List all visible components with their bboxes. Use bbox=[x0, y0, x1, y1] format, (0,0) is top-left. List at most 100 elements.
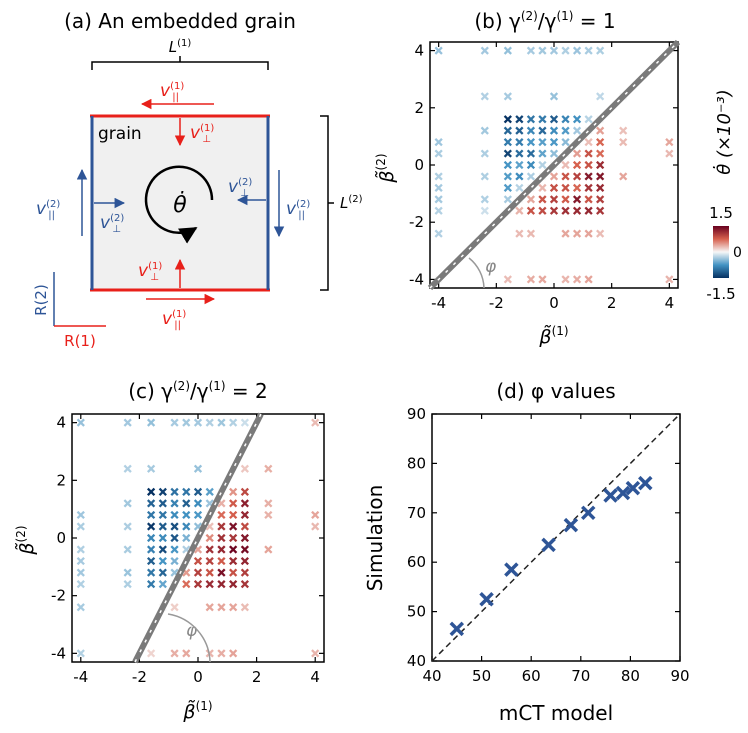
panel-b-point bbox=[561, 195, 570, 204]
panel-c-point bbox=[264, 464, 273, 473]
panel-b-point bbox=[596, 92, 605, 101]
panel-c-point bbox=[158, 545, 167, 554]
panel-c-point bbox=[205, 545, 214, 554]
panel-c-angle-label: φ bbox=[186, 621, 198, 641]
panel-c-point bbox=[182, 510, 191, 520]
panel-b-point bbox=[572, 149, 582, 158]
panel-b-point bbox=[561, 229, 570, 238]
panel-b-point bbox=[572, 160, 582, 170]
panel-b-point bbox=[503, 172, 512, 181]
panel-c-point bbox=[76, 580, 85, 589]
panel-b-angle-label: φ bbox=[485, 257, 497, 277]
panel-b-point bbox=[584, 172, 593, 181]
panel-b-angle-arc bbox=[468, 257, 485, 289]
panel-b-point bbox=[538, 46, 547, 55]
panel-c-point bbox=[76, 510, 85, 520]
panel-b-point bbox=[584, 206, 593, 215]
panel-c-diagonal-line bbox=[132, 412, 264, 664]
theta-dot-label: θ̇ bbox=[173, 191, 187, 218]
panel-b-ytick-label: 2 bbox=[414, 99, 424, 117]
panel-b-point bbox=[584, 160, 593, 170]
panel-b-point bbox=[561, 275, 570, 284]
panel-c-point bbox=[170, 556, 179, 566]
panel-b-point bbox=[596, 138, 605, 147]
panel-b-ytick-label: 4 bbox=[414, 42, 424, 60]
panel-b-xtick-label: -4 bbox=[431, 294, 446, 312]
panel-b-point bbox=[572, 172, 582, 181]
panel-d-ytick-label: 50 bbox=[407, 603, 426, 621]
panel-c-point bbox=[229, 487, 238, 496]
panel-b-xlabel: β̃(1) bbox=[538, 324, 568, 348]
panel-b-point bbox=[526, 46, 536, 55]
panel-c-point bbox=[170, 533, 179, 543]
panel-c-point bbox=[240, 568, 249, 577]
panel-b-point bbox=[549, 195, 559, 204]
panel-c-ylabel: β̃(2) bbox=[14, 525, 38, 555]
panel-b-point bbox=[515, 126, 524, 135]
panel-c-point bbox=[123, 464, 132, 473]
panel-c-point bbox=[205, 603, 214, 612]
panel-b-point bbox=[665, 275, 674, 284]
panel-b-point bbox=[596, 229, 605, 238]
panel-b-point bbox=[538, 115, 547, 124]
panel-c-point bbox=[76, 556, 85, 566]
panel-c-point bbox=[170, 487, 179, 496]
panel-c-point bbox=[147, 556, 156, 566]
panel-b-point bbox=[480, 126, 489, 135]
panel-c-point bbox=[123, 499, 132, 508]
panel-c-point bbox=[147, 545, 156, 554]
panel-d-point bbox=[449, 621, 465, 637]
panel-c-point bbox=[76, 568, 85, 577]
panel-b-point bbox=[434, 138, 443, 147]
panel-b-point bbox=[561, 115, 570, 124]
panel-b-point bbox=[515, 160, 524, 170]
panel-b-xtick-label: 4 bbox=[665, 294, 675, 312]
panel-c-point bbox=[205, 533, 214, 543]
panel-c-point bbox=[182, 533, 191, 543]
panel-d-xlabel: mCT model bbox=[499, 701, 613, 725]
panel-b-point bbox=[572, 229, 582, 238]
panel-c-xtick-label: 4 bbox=[310, 668, 320, 686]
panel-b-xtick-label: 2 bbox=[607, 294, 617, 312]
panel-b-point bbox=[434, 183, 443, 192]
panel-b-point bbox=[665, 149, 674, 158]
panel-c-point bbox=[229, 510, 238, 520]
panel-b-point bbox=[596, 126, 605, 135]
panel-c-point bbox=[205, 580, 214, 589]
panel-b-point bbox=[584, 138, 593, 147]
panel-b-point bbox=[480, 172, 489, 181]
panel-b-point bbox=[538, 138, 547, 147]
panel-c-point bbox=[217, 603, 226, 612]
colorbar-mid-label: 0 bbox=[733, 245, 742, 261]
panel-c-point bbox=[240, 556, 249, 566]
panel-c-point bbox=[123, 580, 132, 589]
v-perp-top-label: v(1) ⊥ bbox=[190, 123, 214, 145]
panel-b-point bbox=[480, 195, 489, 204]
panel-c-point bbox=[147, 499, 156, 508]
panel-d-point bbox=[541, 537, 556, 553]
panel-b-point bbox=[515, 183, 524, 192]
panel-b-point bbox=[561, 160, 570, 170]
panel-c-point bbox=[170, 418, 179, 427]
panel-b-ytick-label: -2 bbox=[409, 213, 424, 231]
panel-c-title: (c) γ(2)/γ(1) = 2 bbox=[128, 379, 268, 403]
panel-c-point bbox=[240, 545, 249, 554]
panel-b-point bbox=[480, 46, 489, 55]
panel-c-point bbox=[229, 545, 238, 554]
panel-c-point bbox=[182, 522, 191, 531]
panel-c-point bbox=[264, 545, 273, 554]
v-par-left-label: v(2) || bbox=[36, 199, 60, 221]
r1-label: R(1) bbox=[64, 332, 96, 350]
panel-d-point bbox=[581, 505, 596, 521]
panel-d-point bbox=[625, 480, 641, 496]
panel-b-point bbox=[503, 149, 512, 158]
v-par-right-label: v(2) || bbox=[286, 199, 310, 221]
panel-c-point bbox=[170, 545, 179, 554]
panel-b-point bbox=[538, 275, 547, 284]
panel-a-title: (a) An embedded grain bbox=[64, 9, 296, 33]
panel-b-point bbox=[515, 172, 524, 181]
panel-b-point bbox=[480, 92, 489, 101]
panel-c-point bbox=[147, 522, 156, 531]
colorbar bbox=[713, 226, 729, 278]
panel-b-point bbox=[526, 195, 536, 204]
